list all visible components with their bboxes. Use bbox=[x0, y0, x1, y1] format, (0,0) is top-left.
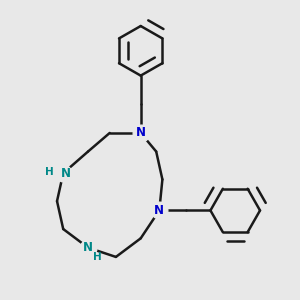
Text: N: N bbox=[83, 241, 93, 254]
Text: N: N bbox=[61, 167, 71, 180]
Text: H: H bbox=[45, 167, 54, 177]
Text: N: N bbox=[136, 127, 146, 140]
Text: N: N bbox=[154, 204, 164, 217]
Text: H: H bbox=[93, 252, 102, 262]
